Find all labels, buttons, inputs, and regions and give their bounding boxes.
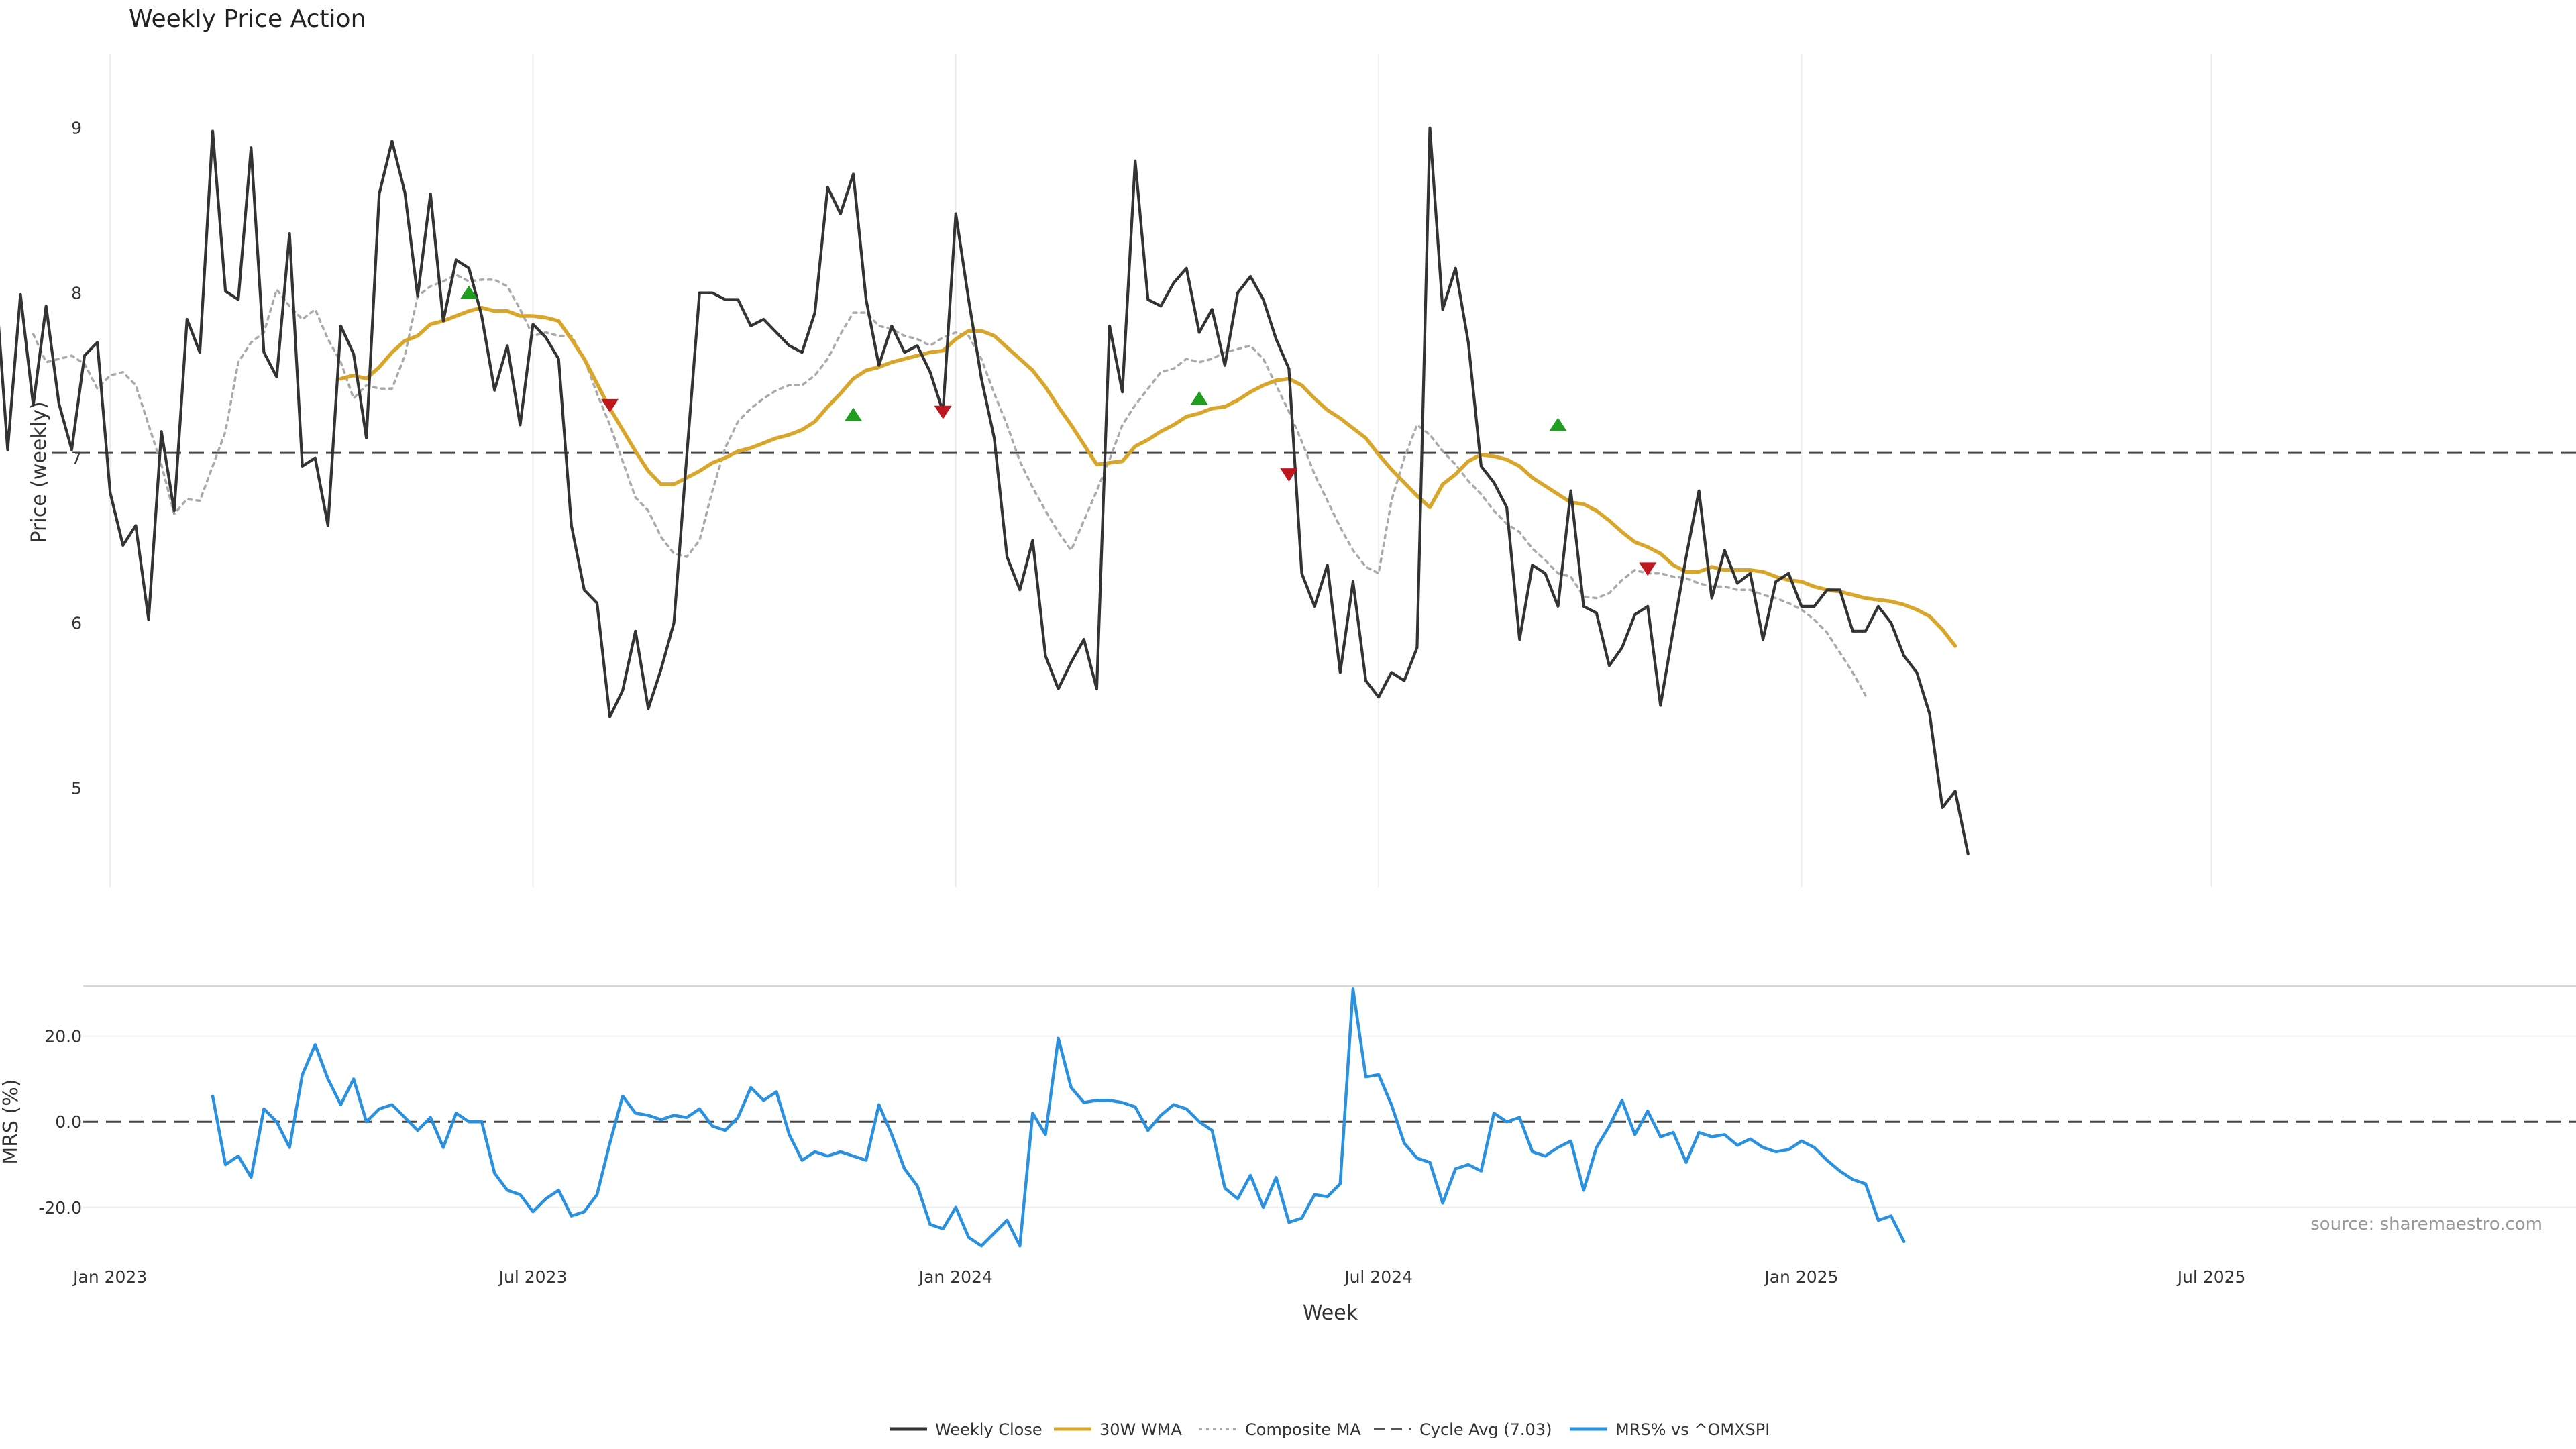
sell-signal-marker (934, 405, 952, 419)
price-y-tick-label: 8 (71, 284, 82, 303)
legend-label: Cycle Avg (7.03) (1419, 1420, 1552, 1439)
watermark: source: sharemaestro.com (2310, 1214, 2542, 1234)
composite-ma-line (32, 273, 1867, 697)
price-y-tick-label: 6 (71, 613, 82, 633)
price-y-tick-label: 9 (71, 119, 82, 138)
mrs-y-tick-label: 20.0 (44, 1027, 82, 1046)
chart-title: Weekly Price Action (129, 5, 366, 33)
x-axis-title: Week (1303, 1301, 1358, 1325)
price-y-tick-label: 7 (71, 449, 82, 468)
mrs-y-tick-label: -20.0 (38, 1198, 82, 1218)
x-tick-label: Jan 2024 (918, 1267, 993, 1287)
mrs-line (211, 987, 1906, 1248)
mrs-y-tick-label: 0.0 (55, 1112, 82, 1132)
legend-label: MRS% vs ^OMXSPI (1615, 1420, 1770, 1439)
legend: Weekly Close 30W WMA Composite MA Cycle Avg… (890, 1420, 1770, 1439)
price-y-axis-title: Price (weekly) (28, 401, 51, 543)
x-tick-label: Jan 2023 (72, 1267, 147, 1287)
mrs-panel: -20.0 0.0 20.0 MRS (%) (0, 985, 2576, 1248)
price-panel: 5 6 7 8 9 Price (weekly) (0, 54, 2576, 887)
buy-signal-marker (1549, 417, 1567, 431)
x-tick-label: Jul 2023 (498, 1267, 568, 1287)
weekly-close-line (0, 126, 1970, 855)
sell-signal-marker (1280, 468, 1298, 482)
sell-signal-marker (1639, 562, 1657, 576)
x-tick-label: Jul 2024 (1343, 1267, 1413, 1287)
legend-label: Weekly Close (935, 1420, 1042, 1439)
sell-signal-marker (601, 398, 619, 413)
legend-label: 30W WMA (1099, 1420, 1182, 1439)
x-axis: Jan 2023 Jul 2023 Jan 2024 Jul 2024 Jan 2025… (72, 1267, 2245, 1287)
buy-signal-marker (845, 407, 862, 421)
price-y-tick-label: 5 (71, 778, 82, 798)
x-tick-label: Jan 2025 (1763, 1267, 1838, 1287)
buy-signal-marker (1190, 391, 1208, 405)
x-tick-label: Jul 2025 (2176, 1267, 2246, 1287)
legend-label: Composite MA (1245, 1420, 1361, 1439)
buy-signal-marker (460, 285, 478, 299)
mrs-y-axis-title: MRS (%) (0, 1079, 23, 1165)
